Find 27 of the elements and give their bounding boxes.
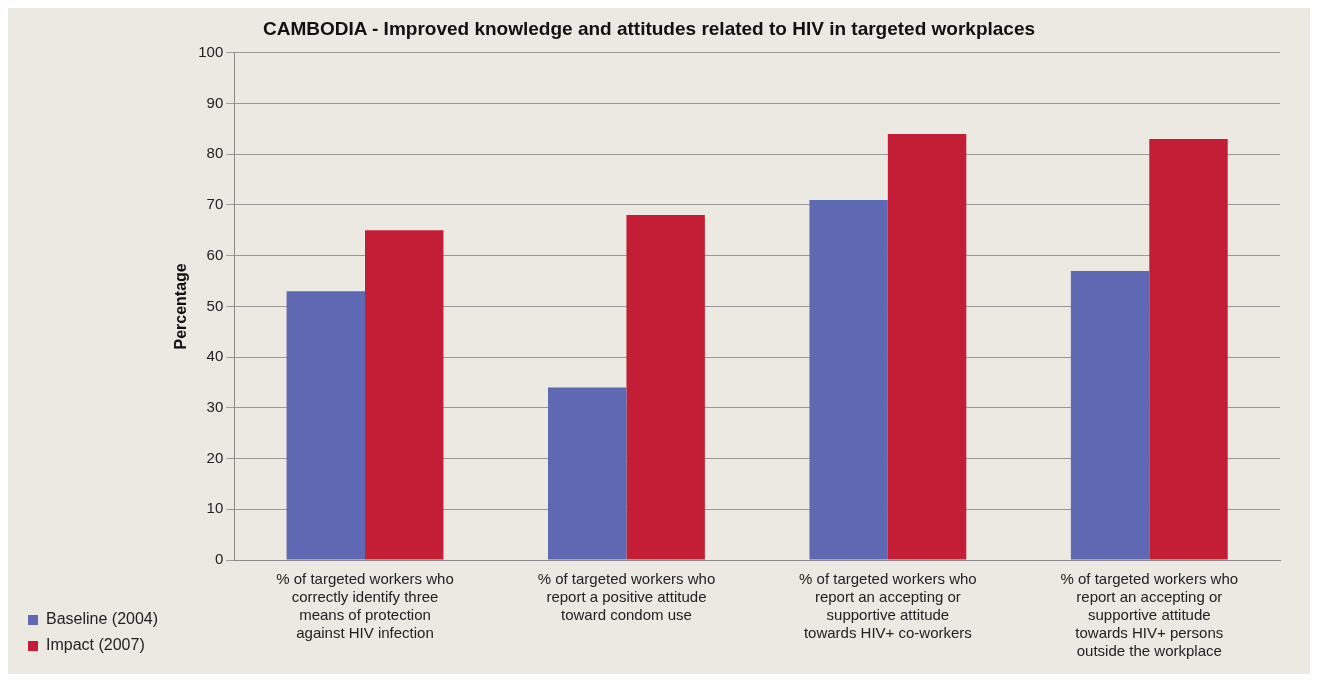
y-tick-label: 10 [206,499,224,517]
bar [1149,139,1228,560]
bar [626,215,705,560]
x-tick-label: % of targeted workers who report an accepting or supportive attitude towards HIV+ co-workers [799,570,977,642]
y-tick-label: 60 [206,245,224,263]
y-tick-label: 40 [206,347,224,365]
legend-label: Impact (2007) [46,636,145,654]
x-tick-label: % of targeted workers who correctly identify three means of protection against HIV infection [276,570,454,642]
x-tick-label: % of targeted workers who report an accepting or supportive attitude towards HIV+ persons outside the workplace [1060,570,1239,660]
bar [286,291,366,560]
chart-title: CAMBODIA - Improved knowledge and attitudes related to HIV in targeted workplaces [262,17,1036,39]
y-tick-label: 100 [198,42,224,60]
bar [809,199,888,560]
y-tick-label: 20 [206,448,224,466]
legend-label: Baseline (2004) [46,610,159,628]
y-axis-title: Percentage [172,263,190,350]
bar [365,230,444,560]
y-tick-label: 70 [206,195,224,213]
y-tick-label: 0 [214,550,224,568]
bar [1070,270,1150,560]
y-tick-label: 90 [206,93,224,111]
y-tick-label: 50 [206,296,224,314]
y-tick-label: 30 [206,397,224,415]
x-tick-label: % of targeted workers who report a positive attitude toward condom use [537,570,716,624]
bar [887,133,967,560]
y-tick-label: 80 [206,144,224,162]
bar [548,387,627,560]
